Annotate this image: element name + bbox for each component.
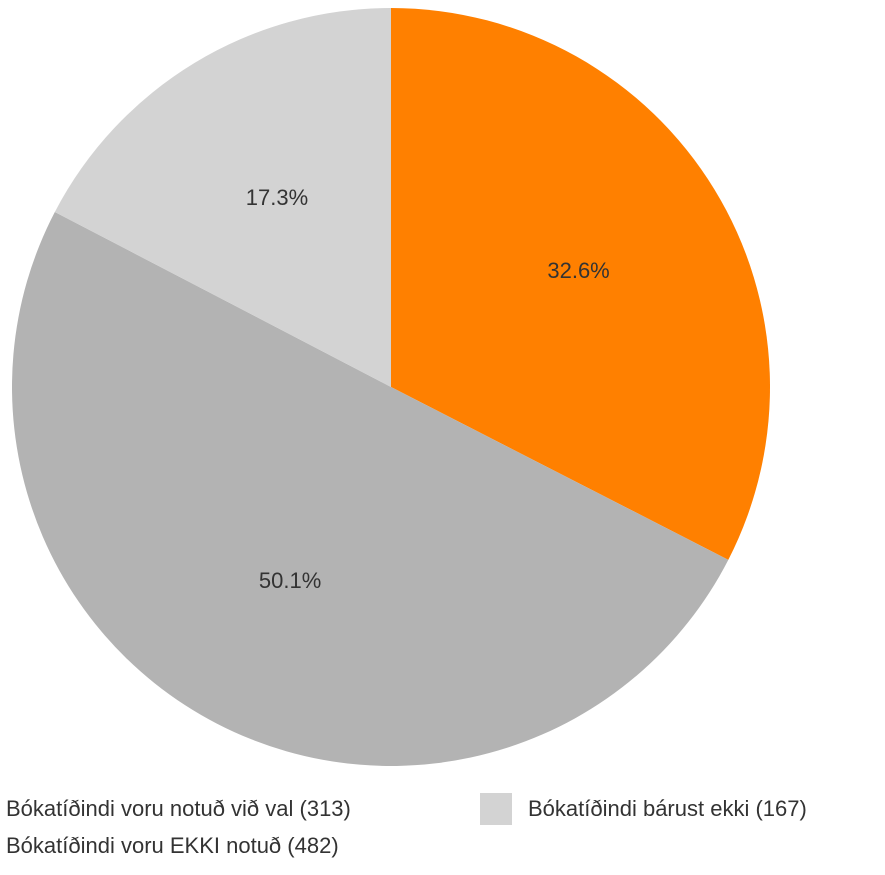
- pie-percent-label-not-received: 17.3%: [246, 185, 308, 210]
- pie-slice-not-received: [54, 8, 391, 387]
- legend-item-used: Bókatíðindi voru notuð við val (313): [0, 793, 351, 825]
- pie-slice-used: [391, 8, 770, 560]
- pie-percent-label-used: 32.6%: [547, 258, 609, 283]
- pie-slices: [12, 8, 770, 766]
- legend-item-not-used: Bókatíðindi voru EKKI notuð (482): [0, 830, 339, 862]
- legend-label-not-used: Bókatíðindi voru EKKI notuð (482): [6, 833, 339, 858]
- legend-item-not-received: Bókatíðindi bárust ekki (167): [480, 793, 807, 825]
- legend-label-not-received: Bókatíðindi bárust ekki (167): [528, 796, 807, 821]
- legend-swatch-not-received: [480, 793, 512, 825]
- pie-percent-label-not-used: 50.1%: [259, 568, 321, 593]
- legend-label-used: Bókatíðindi voru notuð við val (313): [6, 796, 351, 821]
- pie-percent-labels: 32.6% 50.1% 17.3%: [246, 185, 610, 593]
- pie-slice-not-used: [12, 211, 729, 766]
